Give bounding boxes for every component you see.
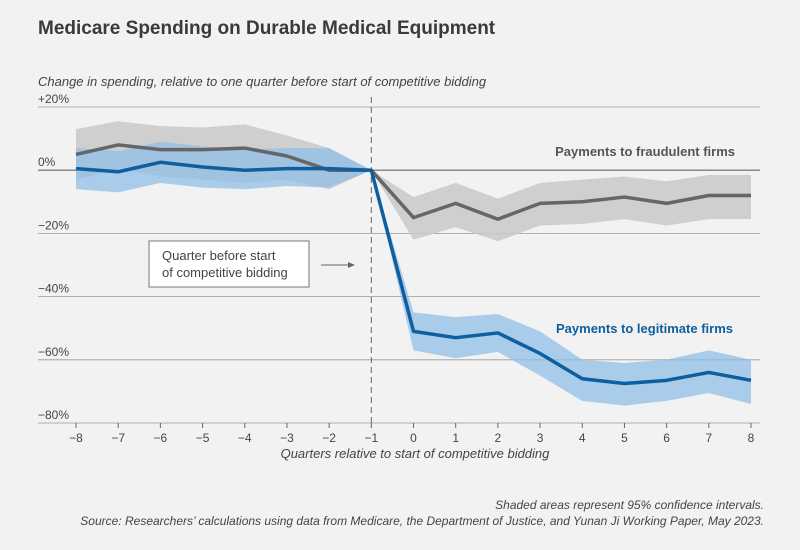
x-tick-label: −2 [322, 431, 336, 445]
confidence-note: Shaded areas represent 95% confidence in… [495, 498, 764, 512]
x-axis-label: Quarters relative to start of competitiv… [280, 446, 550, 461]
y-axis-label: Change in spending, relative to one quar… [38, 74, 487, 89]
y-tick-label: −80% [38, 408, 69, 422]
callout-arrowhead [348, 262, 355, 268]
legend-fraudulent: Payments to fraudulent firms [555, 144, 735, 159]
x-tick-label: 6 [663, 431, 670, 445]
x-tick-label: −3 [280, 431, 294, 445]
x-tick-label: 2 [495, 431, 502, 445]
y-tick-label: 0% [38, 155, 56, 169]
x-tick-label: −8 [69, 431, 83, 445]
callout-line-2: of competitive bidding [162, 265, 288, 280]
x-tick-label: 0 [410, 431, 417, 445]
x-tick-label: −4 [238, 431, 252, 445]
y-tick-label: −40% [38, 282, 69, 296]
x-tick-label: 5 [621, 431, 628, 445]
x-tick-label: −5 [196, 431, 210, 445]
y-tick-label: +20% [38, 92, 69, 106]
y-tick-label: −60% [38, 345, 69, 359]
source-note: Source: Researchers’ calculations using … [80, 514, 764, 528]
chart-title: Medicare Spending on Durable Medical Equ… [38, 18, 496, 39]
x-tick-label: 1 [452, 431, 459, 445]
x-tick-label: 4 [579, 431, 586, 445]
x-tick-label: −6 [154, 431, 168, 445]
ci-band-legitimate [76, 141, 751, 406]
callout-box [148, 240, 310, 288]
y-tick-label: −20% [38, 218, 69, 232]
x-tick-label: 7 [705, 431, 712, 445]
callout-line-1: Quarter before start [162, 248, 276, 263]
x-tick-label: −1 [364, 431, 378, 445]
x-tick-label: −7 [111, 431, 125, 445]
x-tick-label: 3 [537, 431, 544, 445]
x-tick-label: 8 [748, 431, 755, 445]
legend-legitimate: Payments to legitimate firms [556, 321, 733, 336]
